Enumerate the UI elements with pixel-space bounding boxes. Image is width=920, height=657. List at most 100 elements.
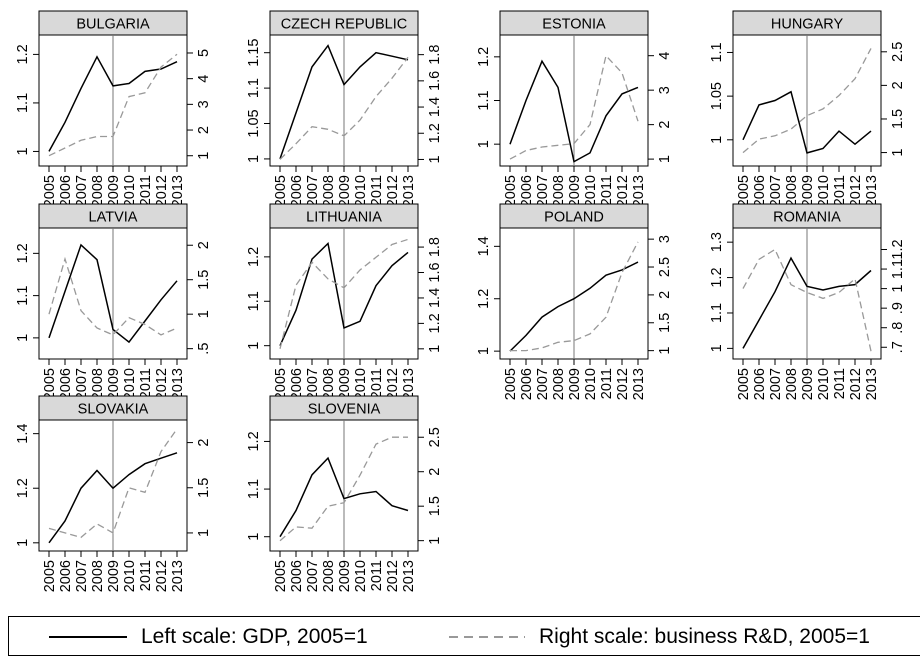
x-tick-label: 2010 [353,175,369,207]
x-tick-label: 2011 [832,175,848,206]
x-tick-label: 2011 [369,175,385,206]
x-tick-label: 2010 [816,368,832,400]
right-tick-label: 4 [196,75,212,83]
right-tick-label: 1 [657,347,673,355]
left-tick-label: 1.4 [476,236,492,256]
panel-czech-republic: CZECH REPUBLIC 1 1.05 1.1 1.15 1 1.2 1.4 1.6 1.8 2… [246,10,443,207]
panel-title: SLOVAKIA [78,402,149,418]
x-tick-label: 2006 [752,175,768,207]
left-tick-label: 1 [15,539,31,547]
left-tick-label: 1.2 [15,44,31,64]
x-tick-label: 2005 [736,175,752,207]
x-tick-label: 2005 [42,368,58,400]
panel-strip [732,10,882,36]
right-tick-label: 3 [196,100,212,108]
left-tick-label: 1.1 [15,93,31,113]
x-tick-label: 2013 [401,175,417,207]
series-line-gdp [48,55,178,152]
x-tick-label: 2012 [615,175,631,207]
series-line-rd [279,238,409,349]
legend-solid-line-icon [49,636,127,638]
left-tick-label: 1.1 [709,303,725,323]
left-tick-label: 1.15 [246,39,262,67]
x-tick-label: 2007 [305,560,321,592]
x-tick-label: 2007 [74,368,90,400]
x-tick-label: 2005 [42,560,58,592]
panel-latvia: LATVIA 1 1.1 1.2 .5 1 1.5 2 2005 2006 2007 2008 2009… [15,203,212,400]
left-tick-label: 1 [246,533,262,541]
x-tick-label: 2007 [74,560,90,592]
panel-strip [269,203,419,229]
panel-title: CZECH REPUBLIC [281,17,408,33]
x-tick-label: 2008 [90,175,106,207]
x-tick-label: 2006 [289,368,305,400]
right-tick-label: .8 [890,322,906,334]
x-tick-label: 2009 [106,175,122,207]
right-tick-label: 1.8 [427,237,443,257]
right-tick-label: .5 [196,343,212,355]
panel-title: SLOVENIA [308,402,381,418]
left-tick-label: 1 [709,344,725,352]
series-line-gdp [509,261,639,352]
x-tick-label: 2013 [170,560,186,592]
right-tick-label: 2.5 [427,427,443,447]
x-tick-label: 2008 [90,560,106,592]
left-tick-label: 1.1 [709,42,725,62]
panel-strip [499,203,649,229]
left-tick-label: 1.2 [246,247,262,267]
panel-strip [269,10,419,36]
left-tick-label: 1 [709,136,725,144]
panel-bulgaria: BULGARIA 1 1.1 1.2 1 2 3 4 5 2005 2006 2007 2008 2009… [15,10,212,207]
panel-strip [38,203,188,229]
x-tick-label: 2007 [305,368,321,400]
left-tick-label: 1.2 [476,289,492,309]
left-tick-label: 1.3 [709,232,725,252]
x-tick-label: 2006 [289,175,305,207]
left-tick-label: 1.2 [15,478,31,498]
panel-title: LATVIA [89,210,138,226]
left-tick-label: 1.4 [15,424,31,444]
x-tick-label: 2008 [321,368,337,400]
x-tick-label: 2013 [401,368,417,400]
x-tick-label: 2013 [170,175,186,207]
x-tick-label: 2005 [503,368,519,400]
right-tick-label: 1.5 [427,496,443,516]
x-tick-label: 2012 [848,175,864,207]
x-tick-label: 2010 [122,175,138,207]
x-tick-label: 2012 [615,368,631,400]
series-line-rd [48,428,178,539]
x-tick-label: 2010 [122,368,138,400]
x-tick-label: 2006 [58,368,74,400]
panel-slovakia: SLOVAKIA 1 1.2 1.4 1 1.5 2 2005 2006 2007 2008 2009… [15,395,212,592]
right-tick-label: 1.4 [427,97,443,117]
x-tick-label: 2009 [106,368,122,400]
x-tick-label: 2012 [154,368,170,400]
panel-title: BULGARIA [76,17,150,33]
x-tick-label: 2005 [42,175,58,207]
right-tick-label: 1.2 [427,313,443,333]
x-tick-label: 2013 [401,560,417,592]
x-tick-label: 2013 [864,368,880,400]
right-tick-label: 2.5 [657,257,673,277]
left-tick-label: 1 [476,140,492,148]
x-tick-label: 2007 [74,175,90,207]
panel-strip [269,395,419,421]
x-tick-label: 2008 [90,368,106,400]
panel-title: HUNGARY [771,17,844,33]
x-tick-label: 2008 [321,175,337,207]
legend-item-rd: Right scale: business R&D, 2005=1 [449,617,870,657]
right-tick-label: 1 [427,345,443,353]
x-tick-label: 2005 [273,560,289,592]
right-tick-label: 2 [427,468,443,476]
x-tick-label: 2010 [353,560,369,592]
left-tick-label: 1.05 [709,82,725,110]
x-tick-label: 2009 [567,175,583,207]
series-line-rd [510,241,639,352]
left-tick-label: 1.1 [476,90,492,110]
x-tick-label: 2008 [321,560,337,592]
right-tick-label: 2 [196,241,212,249]
panel-strip [38,10,188,36]
x-tick-label: 2006 [519,368,535,400]
